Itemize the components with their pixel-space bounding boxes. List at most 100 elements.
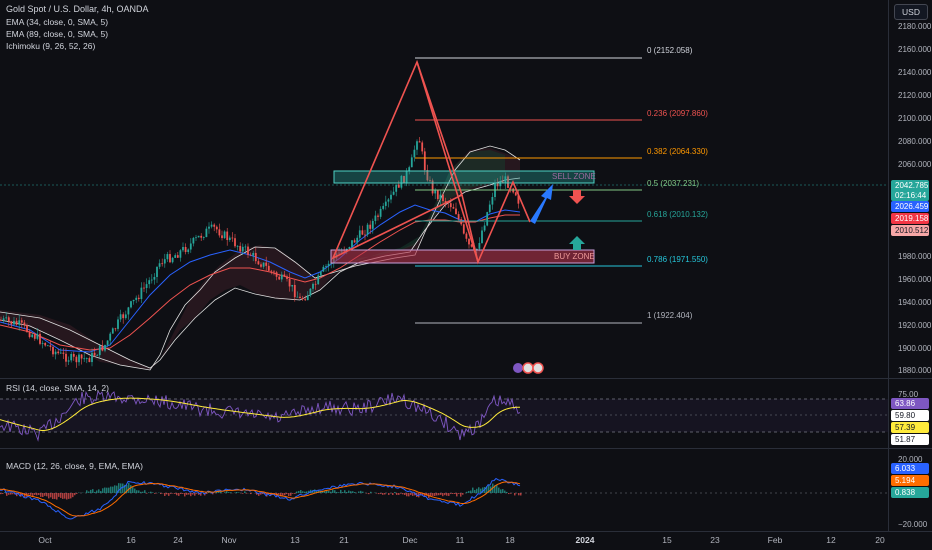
macd-histogram-bar [278, 493, 280, 495]
macd-histogram-bar [506, 491, 508, 493]
ema-34-label[interactable]: EMA (34, close, 0, SMA, 5) [6, 17, 109, 27]
candle-body [197, 235, 200, 238]
macd-histogram-bar [64, 493, 66, 499]
macd-histogram-bar [112, 486, 114, 493]
candle-body [306, 295, 309, 301]
price-axis[interactable] [888, 0, 932, 531]
harmonic-pattern-xab[interactable] [331, 59, 463, 260]
candle-body [254, 252, 257, 262]
candle-body [104, 344, 106, 351]
macd-histogram-bar [148, 492, 150, 493]
macd-histogram-bar [126, 485, 128, 493]
candle-body [327, 263, 330, 267]
macd-chart[interactable] [0, 449, 888, 531]
macd-histogram-bar [246, 493, 248, 494]
macd-histogram-bar [88, 491, 90, 493]
macd-histogram-bar [2, 493, 4, 494]
last-price-badge: 2042.785 02:16:44 [891, 180, 929, 201]
candle-body [439, 194, 442, 199]
ema-34-line [0, 204, 521, 353]
candle-body [351, 240, 353, 248]
macd-histogram-bar [352, 491, 354, 493]
macd-histogram-bar [422, 493, 424, 496]
candle-body [59, 352, 62, 354]
macd-histogram-bar [212, 493, 214, 495]
macd-histogram-bar [304, 491, 306, 493]
candle-body [127, 307, 130, 315]
rsi-level-badge: 59.80 [891, 410, 929, 421]
macd-histogram-bar [40, 493, 42, 497]
macd-histogram-bar [138, 490, 140, 493]
macd-histogram-bar [270, 493, 272, 496]
macd-histogram-bar [198, 493, 200, 495]
price-tick: 2160.000 [898, 45, 932, 54]
macd-histogram-bar [336, 491, 338, 493]
candle-body [124, 314, 127, 319]
macd-histogram-bar [410, 493, 412, 496]
candle-body [114, 328, 117, 330]
macd-histogram-bar [168, 493, 170, 496]
macd-histogram-bar [204, 493, 206, 496]
candle-body [504, 176, 507, 184]
chart-title[interactable]: Gold Spot / U.S. Dollar, 4h, OANDA [6, 4, 149, 14]
macd-histogram-bar [258, 493, 260, 496]
pane-separator[interactable] [0, 448, 932, 449]
candle-body [405, 171, 408, 183]
candle-body [218, 229, 221, 236]
candle-body [44, 342, 47, 346]
buy-zone-rect[interactable] [330, 249, 595, 264]
pane-separator[interactable] [0, 378, 932, 379]
rsi-label[interactable]: RSI (14, close, SMA, 14, 2) [6, 383, 109, 393]
macd-histogram-bar [134, 488, 136, 493]
macd-histogram-bar [164, 493, 166, 496]
currency-button[interactable]: USD [894, 4, 928, 20]
candle-body [280, 274, 283, 280]
macd-histogram-bar [16, 493, 18, 497]
macd-histogram-bar [350, 491, 352, 493]
macd-histogram-bar [228, 492, 230, 493]
macd-histogram-bar [472, 487, 474, 493]
candle-body [132, 299, 135, 302]
candle-body [270, 270, 273, 272]
candle-body [101, 345, 104, 351]
fib-label-0: 0 (2152.058) [647, 46, 693, 55]
candle-body [72, 353, 75, 357]
price-chart[interactable] [0, 0, 888, 378]
macd-histogram-bar [160, 493, 162, 495]
candle-body [299, 296, 301, 299]
sell-zone-rect[interactable] [333, 170, 595, 184]
candle-body [75, 356, 78, 363]
candle-body [348, 247, 351, 249]
candle-body [288, 278, 291, 287]
macd-histogram-bar [104, 487, 106, 493]
candle-body [330, 263, 333, 264]
macd-histogram-bar [430, 493, 432, 497]
macd-histogram-bar [328, 490, 330, 493]
ema-89-label[interactable]: EMA (89, close, 0, SMA, 5) [6, 29, 109, 39]
bullish-projection-arrow[interactable] [530, 184, 553, 224]
candle-body [262, 262, 265, 267]
fib-label-0786: 0.786 (1971.550) [647, 255, 708, 264]
macd-histogram-bar [486, 486, 488, 493]
candle-body [444, 201, 447, 203]
time-tick: 16 [126, 535, 136, 545]
macd-histogram-bar [190, 493, 192, 497]
macd-histogram-bar [42, 493, 44, 497]
macd-histogram-bar [396, 493, 398, 495]
candle-body [26, 325, 28, 332]
economic-events-icon[interactable] [513, 362, 544, 374]
macd-label[interactable]: MACD (12, 26, close, 9, EMA, EMA) [6, 461, 143, 471]
macd-histogram-bar [382, 493, 384, 495]
rsi-line [0, 390, 521, 442]
harmonic-pattern-bcd[interactable] [461, 179, 531, 265]
candle-body [213, 224, 216, 227]
candle-body [52, 346, 54, 355]
ichimoku-label[interactable]: Ichimoku (9, 26, 52, 26) [6, 41, 96, 51]
macd-histogram-bar [300, 490, 302, 493]
rsi-chart[interactable] [0, 379, 888, 449]
candle-body [421, 142, 424, 152]
candle-body [249, 254, 252, 256]
macd-histogram-bar [316, 490, 318, 493]
candle-body [65, 353, 67, 362]
candle-body [176, 255, 179, 258]
